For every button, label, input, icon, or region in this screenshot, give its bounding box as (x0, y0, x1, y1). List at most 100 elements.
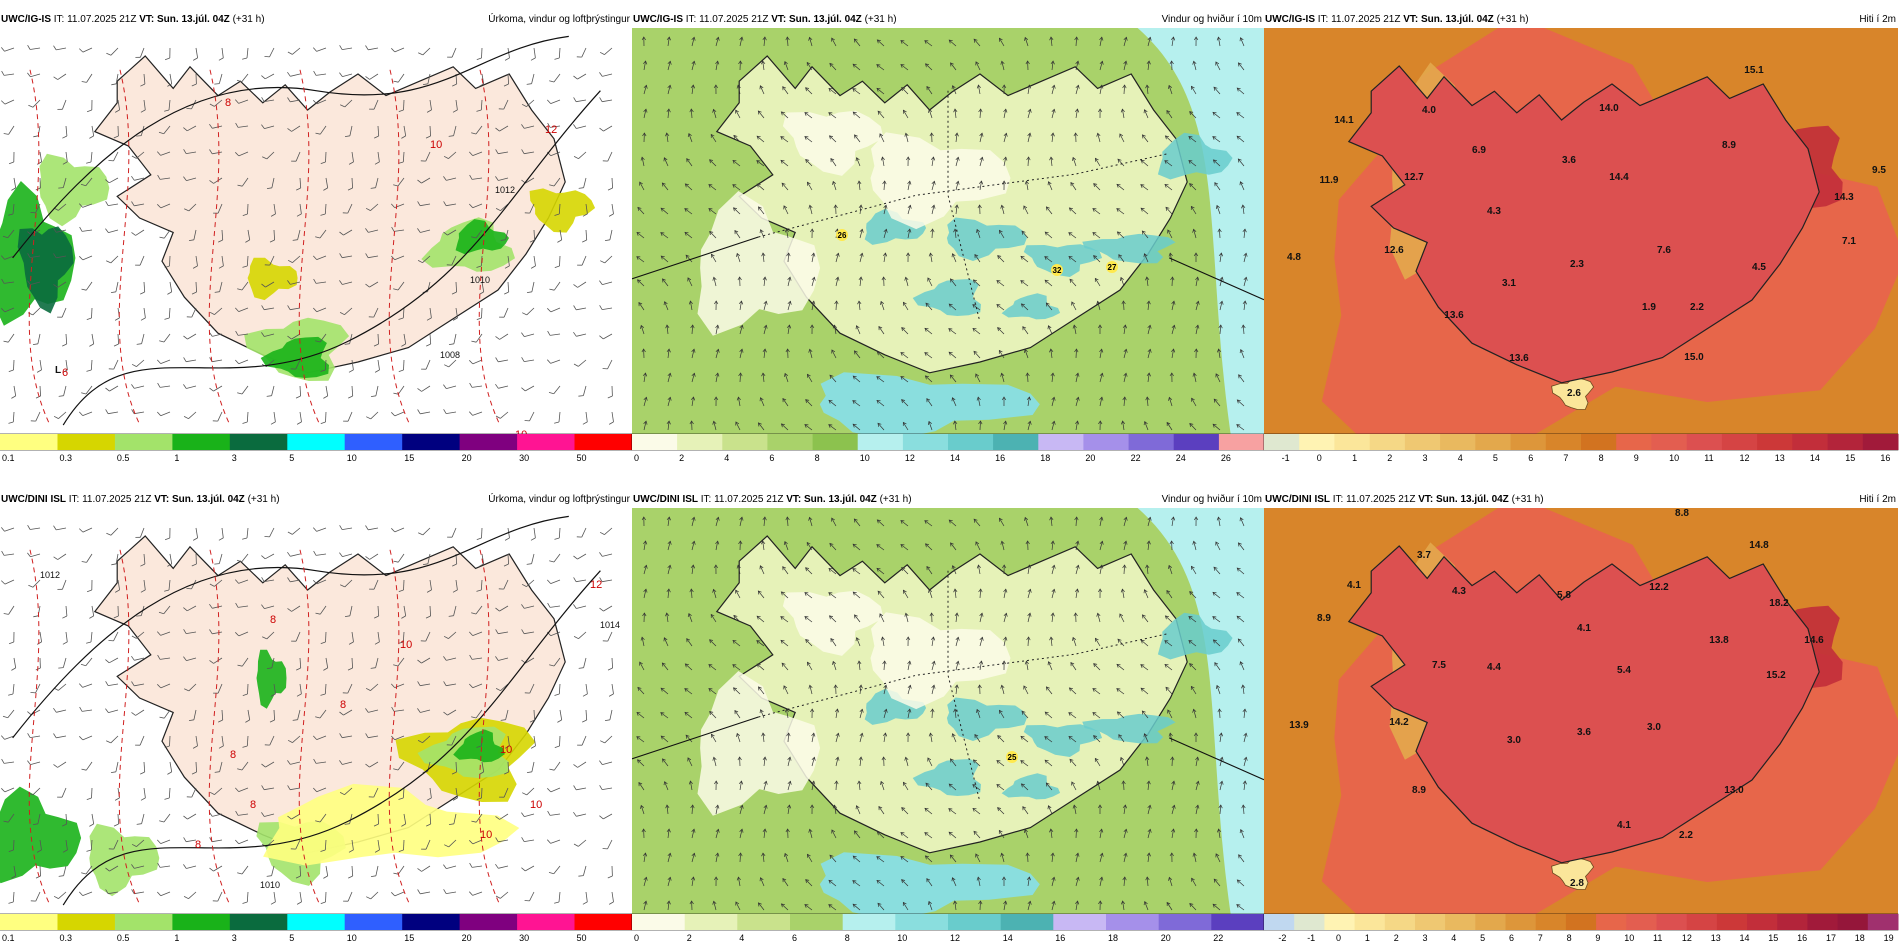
colorbar-swatch (1862, 434, 1899, 450)
colorbar-swatch (722, 434, 768, 450)
contour-label: 10 (500, 744, 512, 756)
calm-area (870, 612, 1011, 710)
colorbar-swatch (1369, 434, 1406, 450)
contour-label: L (55, 365, 61, 376)
gust-value: 32 (1053, 266, 1062, 275)
region-border (758, 152, 1170, 238)
temperature-value: 15.0 (1684, 352, 1704, 363)
colorbar-swatch (632, 434, 678, 450)
contour-label: 8 (270, 614, 276, 626)
colorbar-swatch (677, 434, 723, 450)
colorbar-swatch (1837, 914, 1869, 930)
colorbar-tick: 0 (634, 933, 639, 943)
gust-area (912, 759, 981, 796)
colorbar-tick: 0.3 (60, 933, 73, 943)
colorbar-swatch (114, 914, 173, 930)
colorbar-swatch (1384, 914, 1416, 930)
projection-line (1168, 737, 1264, 781)
gust-labels: 25 (1006, 751, 1018, 763)
region-border (947, 570, 981, 801)
panel-header: UWC/IG-IS IT: 11.07.2025 21Z VT: Sun. 13… (0, 12, 632, 28)
panel-header: UWC/IG-IS IT: 11.07.2025 21Z VT: Sun. 13… (632, 12, 1264, 28)
temperature-value: 11.9 (1320, 175, 1339, 186)
init-time: IT: 11.07.2025 21Z (53, 14, 137, 25)
colorbar-tick: 12 (950, 933, 960, 943)
colorbar-tick: 10 (347, 453, 357, 463)
temperature-value: 5.8 (1557, 590, 1571, 601)
temperature-value: 13.9 (1289, 720, 1309, 731)
temperature-value: 4.3 (1452, 586, 1466, 597)
model-name: UWC/IG-IS (1, 14, 51, 25)
contour-label: 12 (545, 124, 557, 136)
temperature-value: 2.6 (1567, 388, 1581, 399)
colorbar-tick: -1 (1282, 453, 1290, 463)
colorbar-tick: 20 (1085, 453, 1095, 463)
colorbar-tick: 0 (1317, 453, 1322, 463)
colorbar-tick: 1 (1352, 453, 1357, 463)
isobars (12, 515, 601, 906)
colorbar-swatch (1757, 434, 1793, 450)
temperature-value: 8.9 (1722, 140, 1736, 151)
temperature-value: 14.4 (1609, 172, 1629, 183)
colorbar-swatch (459, 914, 518, 930)
contour-label: 10 (400, 639, 412, 651)
region-border (947, 90, 981, 321)
colorbar-tick: 13 (1711, 933, 1721, 943)
temperature-value: 4.1 (1617, 820, 1631, 831)
colorbar-swatch (632, 914, 686, 930)
wind-arrows (636, 516, 1248, 911)
colorbar-swatch (1545, 434, 1582, 450)
colorbar-tick: 5 (289, 453, 294, 463)
contour-label: 10 (480, 829, 492, 841)
colorbar-swatch (948, 914, 1002, 930)
temperature-value: 7.6 (1657, 245, 1671, 256)
colorbar-tick: 22 (1131, 453, 1141, 463)
calm-area (697, 671, 821, 816)
colorbar-swatch (1415, 914, 1446, 930)
colorbar-tick: 3 (232, 453, 237, 463)
colorbar-swatch (1686, 914, 1718, 930)
panel-title: Vindur og hviður í 10m (1161, 494, 1262, 505)
colorbar-tick: 20 (1161, 933, 1171, 943)
init-time: IT: 11.07.2025 21Z (1332, 494, 1416, 505)
colorbar-tick: 8 (1599, 453, 1604, 463)
projection-line (632, 716, 759, 760)
temperature-value: 13.6 (1444, 310, 1464, 321)
temperature-value: 8.9 (1317, 613, 1331, 624)
isobar (12, 515, 569, 739)
colorbar-tick: 8 (1567, 933, 1572, 943)
colorbar-tick: 14 (950, 453, 960, 463)
gust-areas (697, 590, 1233, 816)
colorbar-tick: 3 (1423, 453, 1428, 463)
panel-title: Hiti í 2m (1859, 494, 1896, 505)
region-border (758, 632, 1170, 718)
contour-label: 1010 (260, 880, 280, 890)
colorbar-ticks: 0 2 4 6 8 10 12 14 16 18 20 22 (634, 933, 1223, 943)
valid-time: VT: Sun. 13.júl. 04Z (139, 14, 230, 25)
gust-marker (1006, 751, 1018, 763)
colorbar-tick: 30 (519, 933, 529, 943)
colorbar-swatch (1475, 434, 1511, 450)
colorbar-tick: 16 (995, 453, 1005, 463)
colorbar-tick: 0.1 (2, 453, 15, 463)
precip-area (256, 649, 287, 709)
gust-area (1157, 132, 1233, 180)
colorbar-swatch (737, 914, 791, 930)
colorbar-tick: 30 (519, 453, 529, 463)
temperature-value: 12.6 (1384, 245, 1404, 256)
colorbar-swatch (574, 434, 633, 450)
region-borders (758, 90, 1170, 321)
precip-area (263, 783, 520, 866)
wind-panel-dini: UWC/DINI ISL IT: 11.07.2025 21Z VT: Sun.… (631, 492, 1265, 944)
projection-line (632, 236, 759, 280)
valid-time: VT: Sun. 13.júl. 04Z (771, 14, 862, 25)
colorbar-tick: 4 (739, 933, 744, 943)
temperature-value: 14.6 (1804, 635, 1824, 646)
colorbar-swatch (1596, 914, 1627, 930)
colorbar-tick: 5 (289, 933, 294, 943)
map-area: 8.8 14.8 3.7 4.1 4.3 5.8 12.2 18.2 8.9 4.1 14.6 7.5… (1264, 508, 1898, 926)
contour-label: 1010 (470, 275, 490, 285)
temperature-value: 2.2 (1679, 830, 1693, 841)
temperature-value: 4.1 (1347, 580, 1361, 591)
